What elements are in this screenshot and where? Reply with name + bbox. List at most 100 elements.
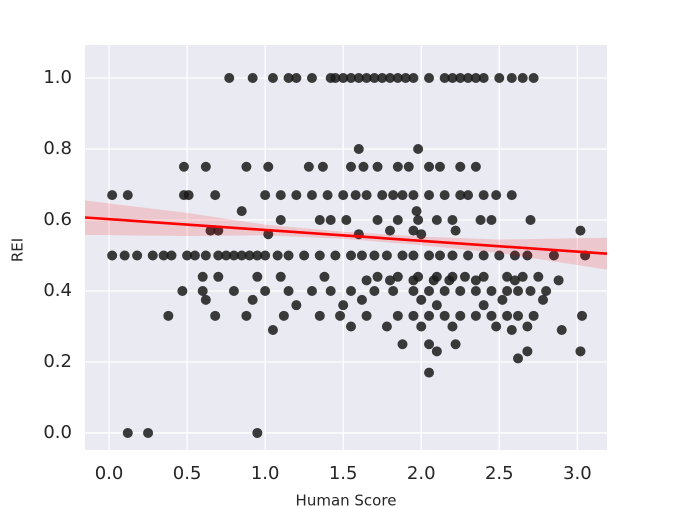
point bbox=[470, 310, 481, 321]
point bbox=[434, 161, 445, 172]
point bbox=[424, 250, 435, 261]
point bbox=[537, 294, 548, 305]
point bbox=[353, 144, 364, 155]
point bbox=[177, 285, 188, 296]
point bbox=[361, 275, 372, 286]
y-tick-label: 0.6 bbox=[43, 209, 72, 230]
point bbox=[463, 190, 474, 201]
point bbox=[388, 285, 399, 296]
point bbox=[413, 214, 424, 225]
point bbox=[283, 285, 294, 296]
point bbox=[317, 161, 328, 172]
point bbox=[377, 190, 388, 201]
point bbox=[431, 346, 442, 357]
point bbox=[459, 271, 470, 282]
point bbox=[491, 321, 502, 332]
point bbox=[228, 285, 239, 296]
point bbox=[228, 250, 239, 261]
point bbox=[369, 250, 380, 261]
point bbox=[470, 73, 481, 84]
point bbox=[166, 250, 177, 261]
point bbox=[319, 271, 330, 282]
point bbox=[548, 250, 559, 261]
point bbox=[478, 190, 489, 201]
point bbox=[369, 73, 380, 84]
point bbox=[447, 214, 458, 225]
point bbox=[247, 294, 258, 305]
x-tick-label: 1.5 bbox=[329, 463, 358, 484]
point bbox=[478, 250, 489, 261]
point bbox=[358, 161, 369, 172]
point bbox=[439, 190, 450, 201]
point bbox=[345, 285, 356, 296]
point bbox=[210, 190, 221, 201]
point bbox=[502, 271, 513, 282]
point bbox=[314, 310, 325, 321]
point bbox=[447, 73, 458, 84]
point bbox=[447, 250, 458, 261]
point bbox=[392, 73, 403, 84]
point bbox=[361, 73, 372, 84]
point bbox=[424, 190, 435, 201]
point bbox=[577, 310, 588, 321]
point bbox=[163, 310, 174, 321]
point bbox=[353, 73, 364, 84]
regression-line bbox=[84, 216, 608, 256]
point bbox=[486, 310, 497, 321]
point bbox=[497, 294, 508, 305]
point bbox=[267, 325, 278, 336]
point bbox=[381, 250, 392, 261]
point bbox=[322, 190, 333, 201]
point bbox=[525, 285, 536, 296]
point bbox=[455, 73, 466, 84]
point bbox=[522, 250, 533, 261]
point bbox=[291, 190, 302, 201]
x-tick-label: 2.0 bbox=[407, 463, 436, 484]
point bbox=[241, 161, 252, 172]
point bbox=[372, 161, 383, 172]
point bbox=[392, 310, 403, 321]
x-tick-label: 3.0 bbox=[563, 463, 592, 484]
point bbox=[506, 325, 517, 336]
point bbox=[213, 250, 224, 261]
x-tick-label: 0.5 bbox=[173, 463, 202, 484]
point bbox=[494, 73, 505, 84]
point bbox=[455, 190, 466, 201]
point bbox=[506, 73, 517, 84]
point bbox=[205, 225, 216, 236]
point bbox=[350, 190, 361, 201]
point bbox=[345, 161, 356, 172]
point bbox=[439, 310, 450, 321]
point bbox=[470, 275, 481, 286]
point bbox=[200, 161, 211, 172]
point bbox=[210, 310, 221, 321]
point bbox=[575, 225, 586, 236]
point bbox=[356, 250, 367, 261]
point bbox=[424, 339, 435, 350]
point bbox=[424, 310, 435, 321]
point bbox=[470, 285, 481, 296]
point bbox=[408, 225, 419, 236]
point bbox=[107, 250, 118, 261]
point bbox=[200, 294, 211, 305]
point bbox=[372, 214, 383, 225]
y-tick-label: 0.2 bbox=[43, 351, 72, 372]
point bbox=[247, 73, 258, 84]
point bbox=[330, 73, 341, 84]
point bbox=[338, 190, 349, 201]
point bbox=[517, 73, 528, 84]
point bbox=[182, 250, 193, 261]
point bbox=[244, 250, 255, 261]
point bbox=[283, 73, 294, 84]
point bbox=[513, 353, 524, 364]
point bbox=[525, 214, 536, 225]
point bbox=[403, 161, 414, 172]
marks bbox=[84, 73, 608, 438]
point bbox=[158, 250, 169, 261]
point bbox=[502, 310, 513, 321]
point bbox=[463, 250, 474, 261]
point bbox=[408, 190, 419, 201]
point bbox=[522, 321, 533, 332]
point bbox=[522, 346, 533, 357]
point bbox=[439, 285, 450, 296]
